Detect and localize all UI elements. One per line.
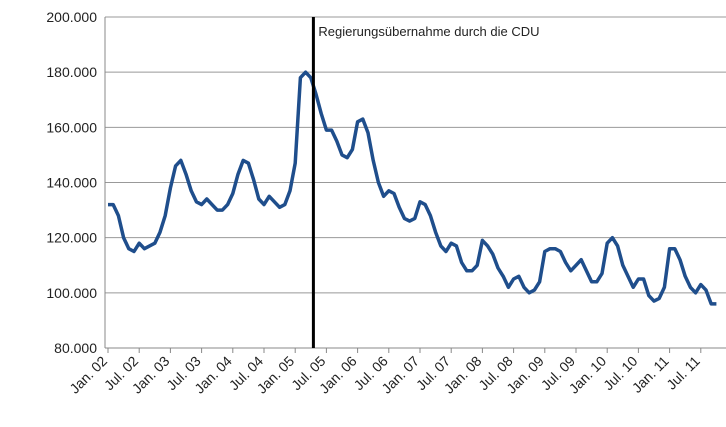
y-tick-label: 160.000 [46, 119, 97, 135]
y-tick-label: 80.000 [54, 340, 97, 356]
y-tick-label: 120.000 [46, 230, 97, 246]
annotation: Regierungsübernahme durch die CDU [318, 24, 539, 39]
data-line [108, 70, 717, 306]
x-tick-label: Jan. 02 [66, 353, 110, 397]
y-tick-label: 180.000 [46, 64, 97, 80]
y-tick-label: 140.000 [46, 175, 97, 191]
y-tick-label: 200.000 [46, 9, 97, 25]
y-tick-label: 100.000 [46, 285, 97, 301]
x-tick-label: Jul. 11 [663, 353, 703, 393]
